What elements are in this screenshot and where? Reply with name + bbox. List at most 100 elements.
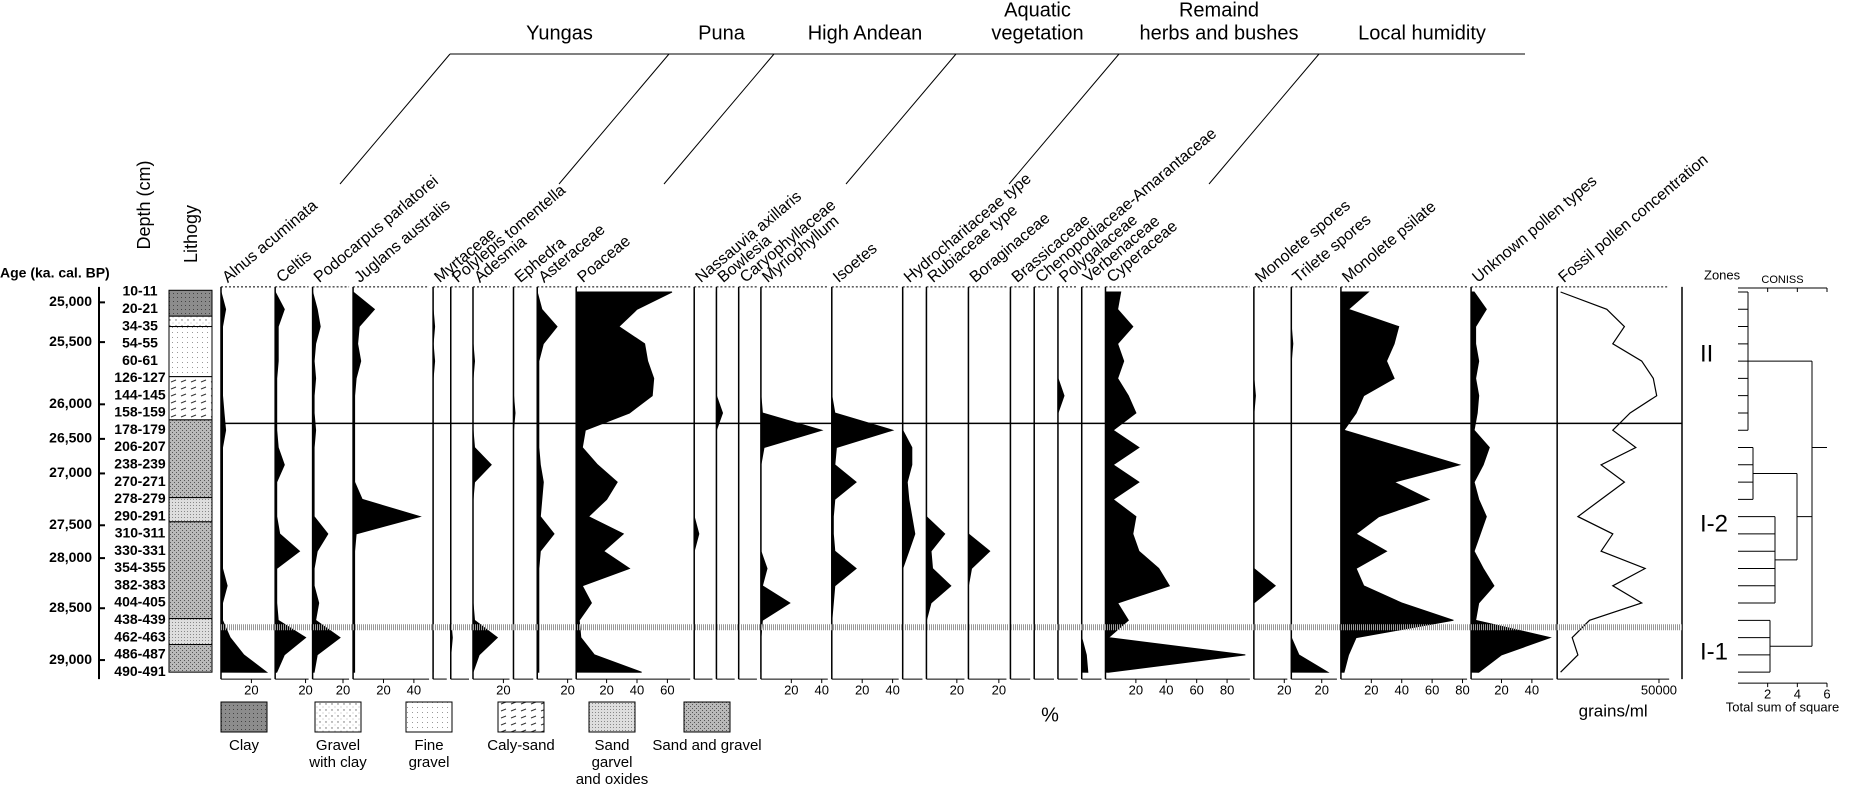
lithology-layer xyxy=(168,376,213,421)
x-tick-label: 20 xyxy=(376,683,390,698)
dendrogram xyxy=(1738,291,1827,673)
x-tick-label: 20 xyxy=(599,683,613,698)
legend-label: and oxides xyxy=(576,771,649,788)
lithology-layer xyxy=(168,326,213,378)
depth-label: 206-207 xyxy=(114,438,166,454)
depth-label: 382-383 xyxy=(114,576,166,592)
taxon-label: Fossil pollen concentration xyxy=(1556,152,1712,287)
pollen-curve xyxy=(902,291,916,673)
depth-label: 490-491 xyxy=(114,663,166,679)
x-tick-label: 20 xyxy=(336,683,350,698)
lithology-layer xyxy=(168,618,213,646)
group-header: Puna xyxy=(698,22,746,44)
lithology-layer xyxy=(168,419,213,499)
age-tick-label: 29,000 xyxy=(49,651,92,667)
pollen-curve xyxy=(967,291,991,674)
depth-label: 270-271 xyxy=(114,473,166,489)
x-tick-label: 80 xyxy=(1220,683,1234,698)
x-tick-label: 20 xyxy=(298,683,312,698)
depth-label: 34-35 xyxy=(122,317,158,333)
depth-label: 238-239 xyxy=(114,456,166,472)
legend-label: with clay xyxy=(308,754,367,771)
pollen-curve xyxy=(352,291,422,673)
lithology-title: Lithogy xyxy=(181,205,201,263)
legend-label: gravel xyxy=(409,754,450,771)
depth-axis-title: Depth (cm) xyxy=(134,160,154,249)
taxon-label: Alnus acuminata xyxy=(219,197,321,286)
pollen-curve xyxy=(274,291,307,673)
pollen-curve xyxy=(575,291,673,673)
x-tick-label: 20 xyxy=(1314,683,1328,698)
legend-label: Gravel xyxy=(316,737,360,754)
legend-swatch xyxy=(220,701,268,733)
pollen-curve xyxy=(312,291,341,673)
depth-label: 158-159 xyxy=(114,404,166,420)
x-tick-label: 60 xyxy=(1425,683,1439,698)
zone-label: I-1 xyxy=(1700,638,1728,665)
zones-title: Zones xyxy=(1704,267,1741,282)
group-header: High Andean xyxy=(808,22,923,44)
x-tick-label: 20 xyxy=(784,683,798,698)
zone-label: II xyxy=(1700,340,1713,367)
unit-label: grains/ml xyxy=(1579,701,1648,720)
lithology-layer xyxy=(168,315,213,328)
legend-label: garvel xyxy=(592,754,633,771)
age-tick-label: 26,500 xyxy=(49,430,92,446)
x-tick-label: 20 xyxy=(1129,683,1143,698)
x-tick-label: 80 xyxy=(1455,683,1469,698)
age-tick-label: 25,500 xyxy=(49,333,92,349)
legend-swatch xyxy=(588,701,636,733)
coniss-xlabel: Total sum of square xyxy=(1726,699,1839,714)
x-tick-label: 20 xyxy=(992,683,1006,698)
group-header: Aquatic xyxy=(1004,0,1071,21)
pollen-curve xyxy=(760,291,824,673)
depth-label: 290-291 xyxy=(114,507,166,523)
group-bracket xyxy=(1008,53,1120,185)
x-tick-label: 20 xyxy=(560,683,574,698)
legend-label: Sand and gravel xyxy=(652,737,761,754)
x-tick-label: 40 xyxy=(1159,683,1173,698)
group-bracket xyxy=(339,53,451,185)
pollen-curve xyxy=(512,291,516,673)
depth-label: 462-463 xyxy=(114,628,166,644)
depth-label: 278-279 xyxy=(114,490,166,506)
group-header: herbs and bushes xyxy=(1139,22,1298,44)
x-tick-label: 60 xyxy=(660,683,674,698)
x-tick-label: 40 xyxy=(1394,683,1408,698)
legend-swatch xyxy=(497,701,545,733)
age-tick-label: 27,500 xyxy=(49,516,92,532)
taxon-label: Isoetes xyxy=(830,240,880,286)
depth-label: 354-355 xyxy=(114,559,166,575)
pollen-curve xyxy=(432,291,436,673)
lithology-layer xyxy=(168,289,213,317)
x-tick-label: 50000 xyxy=(1641,683,1677,698)
depth-label: 60-61 xyxy=(122,352,158,368)
x-tick-label: 40 xyxy=(885,683,899,698)
age-tick-label: 26,000 xyxy=(49,395,92,411)
group-header: vegetation xyxy=(991,22,1083,44)
legend-label: Fine xyxy=(414,737,443,754)
pollen-curve xyxy=(1081,291,1089,673)
lithology-layer xyxy=(168,497,213,523)
concentration-line xyxy=(1560,291,1658,673)
group-header: Local humidity xyxy=(1358,22,1486,44)
x-tick-label: 40 xyxy=(814,683,828,698)
depth-label: 330-331 xyxy=(114,542,166,558)
age-tick-label: 25,000 xyxy=(49,293,92,309)
pollen-curve xyxy=(1290,291,1330,673)
legend-swatch xyxy=(405,701,453,733)
legend-label: Sand xyxy=(594,737,629,754)
age-axis-title: Age (ka. cal. BP) xyxy=(0,265,110,281)
x-tick-label: 20 xyxy=(950,683,964,698)
depth-label: 20-21 xyxy=(122,300,158,316)
depth-label: 486-487 xyxy=(114,646,166,662)
pollen-curve xyxy=(1104,291,1246,673)
group-bracket xyxy=(558,53,670,185)
x-tick-label: 20 xyxy=(855,683,869,698)
pollen-curve xyxy=(536,291,558,673)
pollen-curve xyxy=(450,291,453,674)
pollen-curve xyxy=(1340,291,1462,673)
pollen-curve xyxy=(693,292,700,673)
